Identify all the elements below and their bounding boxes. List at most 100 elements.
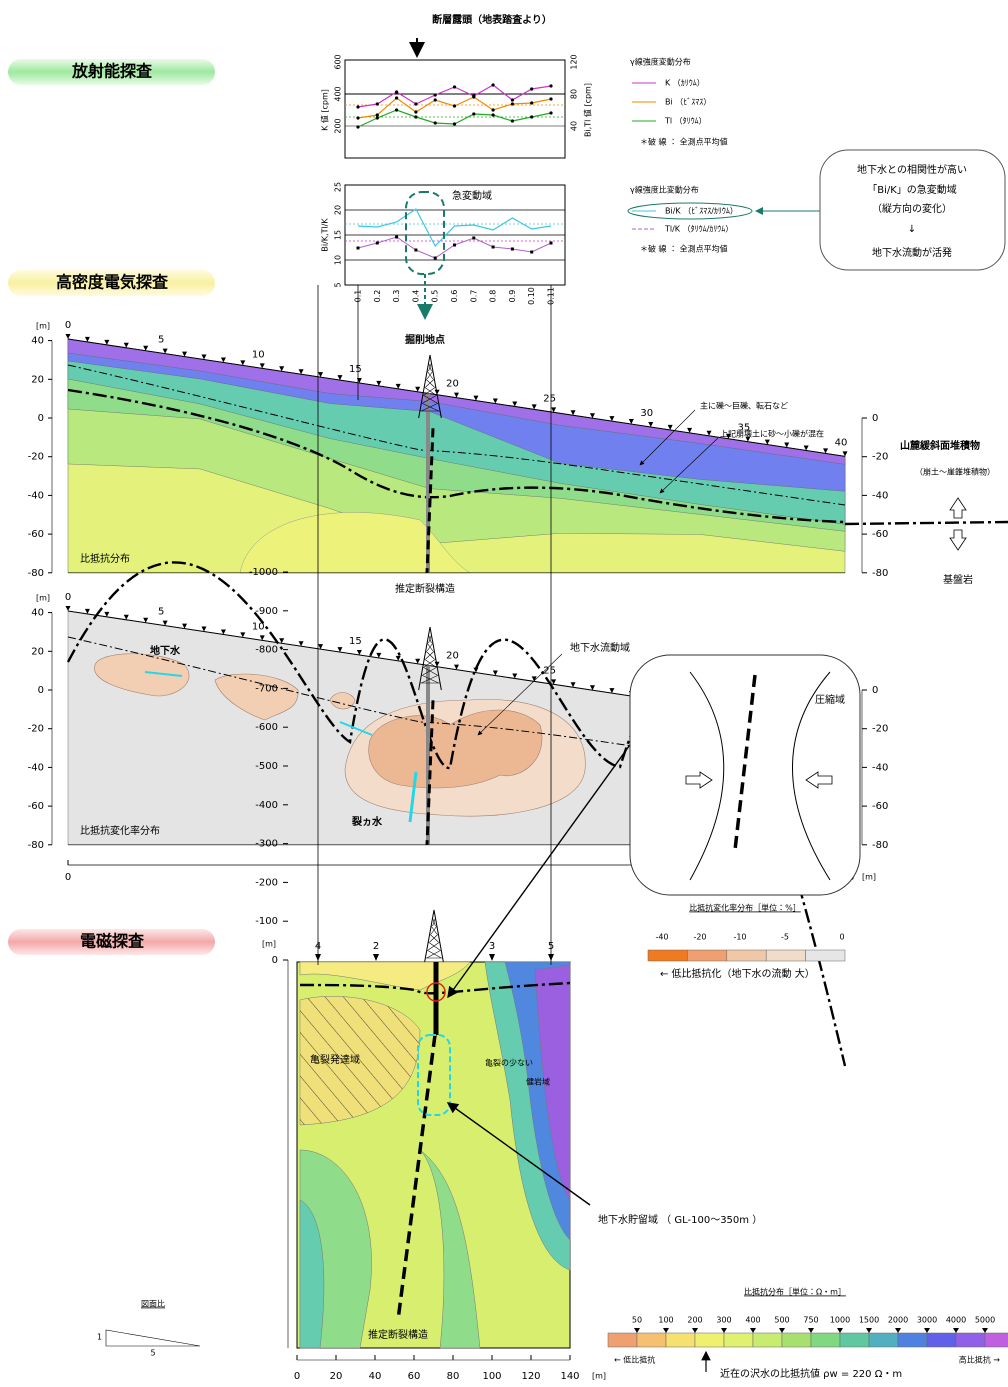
axis-unit: [m] xyxy=(862,873,876,882)
axis-unit: [m] xyxy=(36,322,50,331)
tick-label: -40 xyxy=(872,762,888,773)
method-name: 電磁探査 xyxy=(80,932,144,951)
tick-label: 500 xyxy=(774,1316,789,1325)
legend-title: 比抵抗変化率分布［単位：%］ xyxy=(689,903,801,913)
axis-unit: [m] xyxy=(36,594,50,603)
tick-label: -60 xyxy=(872,801,888,812)
tick-label: 0 xyxy=(294,1371,300,1382)
legend-swatch xyxy=(687,950,726,961)
legend-tick xyxy=(779,1328,785,1333)
tick-label: 4000 xyxy=(946,1316,966,1325)
tick-label: -500 xyxy=(255,761,278,772)
profile-point xyxy=(472,112,475,115)
tick-label: -80 xyxy=(28,568,44,579)
chart-frame xyxy=(345,60,565,158)
profile-point xyxy=(356,125,359,128)
legend-swatch xyxy=(840,1333,869,1347)
station-label: 0.7 xyxy=(469,290,478,303)
profile-point xyxy=(434,121,437,124)
tick-label: -600 xyxy=(255,722,278,733)
legend-title: 比抵抗分布［単位：Ω・m］ xyxy=(744,1287,846,1297)
legend-swatch xyxy=(724,1333,753,1347)
station-label: 0.5 xyxy=(431,290,440,303)
section-label: 比抵抗変化率分布 xyxy=(80,824,160,837)
ratio-point xyxy=(550,242,553,245)
ratio-point xyxy=(530,251,533,254)
tower xyxy=(433,918,436,926)
station-label: 20 xyxy=(446,379,459,390)
legend-tick xyxy=(634,1328,640,1333)
tick-label: 1500 xyxy=(859,1316,879,1325)
tick-label: 0 xyxy=(65,872,71,883)
tick-label: 20 xyxy=(330,1371,343,1382)
profile-point xyxy=(472,95,475,98)
profile-point xyxy=(395,96,398,99)
tick-label: -40 xyxy=(872,490,888,501)
section-label: 比抵抗分布 xyxy=(80,552,130,565)
ratio-point xyxy=(453,244,456,247)
tick-label: 120 xyxy=(521,1371,540,1382)
legend-swatch xyxy=(666,1333,695,1347)
legend-tick xyxy=(982,1328,988,1333)
profile-point xyxy=(453,104,456,107)
tick-label: -800 xyxy=(255,645,278,656)
station-label: 30 xyxy=(640,408,653,419)
axis-title: K 値 [cpm] xyxy=(320,89,330,131)
tower xyxy=(427,371,433,379)
annotation: 地下水流動域 xyxy=(570,641,630,654)
tower xyxy=(426,651,435,659)
legend-entry: Tl （ﾀﾘｳﾑ） xyxy=(664,117,707,126)
tick-label: 25 xyxy=(334,182,343,192)
station-label: 2 xyxy=(373,941,379,952)
profile-point xyxy=(492,83,495,86)
ratio-point xyxy=(511,248,514,251)
station-label: 0 xyxy=(65,320,71,331)
tick-label: 80 xyxy=(447,1371,460,1382)
profile-point xyxy=(376,113,379,116)
legend-tick xyxy=(953,1328,959,1333)
tick-label: 0 xyxy=(872,685,878,696)
station-label: 0.4 xyxy=(411,290,420,303)
legend-swatch xyxy=(898,1333,927,1347)
legend-swatch xyxy=(608,1333,637,1347)
legend-entry: Bi/K （ﾋﾞｽﾏｽ/ｶﾘｳﾑ） xyxy=(665,207,738,216)
legend-swatch xyxy=(806,950,845,961)
ratio-point xyxy=(472,237,475,240)
station-label: 5 xyxy=(158,335,164,346)
station-label: 15 xyxy=(349,364,362,375)
ratio-point xyxy=(414,249,417,252)
profile-point xyxy=(549,111,552,114)
annotation: 地下水貯留域 （ GL-100～350m ） xyxy=(598,1213,762,1226)
annotation: 健岩域 xyxy=(526,1077,550,1087)
profile-point xyxy=(414,102,417,105)
station-label: 5 xyxy=(548,941,554,952)
electrode xyxy=(373,954,379,961)
tower xyxy=(428,942,440,950)
station-label: 25 xyxy=(543,393,556,404)
tick-label: -20 xyxy=(693,933,706,942)
method-name: 高密度電気探査 xyxy=(56,273,168,292)
tick-label: 0 xyxy=(38,413,44,424)
legend-swatch xyxy=(985,1333,1008,1347)
scale-title: 図面比 xyxy=(141,1299,165,1309)
annotation: 急変動域 xyxy=(452,189,492,202)
electrode xyxy=(489,954,495,961)
profile-point xyxy=(511,102,514,105)
profile-point xyxy=(434,93,437,96)
profile-point xyxy=(492,113,495,116)
electrode xyxy=(548,954,554,961)
outcrop-title: 断層露頭（地表踏査より） xyxy=(432,13,552,26)
profile-point xyxy=(414,115,417,118)
tick-label: 0 xyxy=(839,933,844,942)
legend-note: ＊破 線 ： 全測点平均値 xyxy=(640,137,728,147)
profile-point xyxy=(414,110,417,113)
tick-label: 300 xyxy=(716,1316,731,1325)
tick-label: 1000 xyxy=(830,1316,850,1325)
tick-label: 20 xyxy=(31,646,44,657)
profile-point xyxy=(549,84,552,87)
tick-label: -20 xyxy=(872,452,888,463)
legend-tick xyxy=(663,1328,669,1333)
tower xyxy=(431,926,437,934)
tick-label: 0 xyxy=(38,685,44,696)
tick-label: 100 xyxy=(658,1316,673,1325)
